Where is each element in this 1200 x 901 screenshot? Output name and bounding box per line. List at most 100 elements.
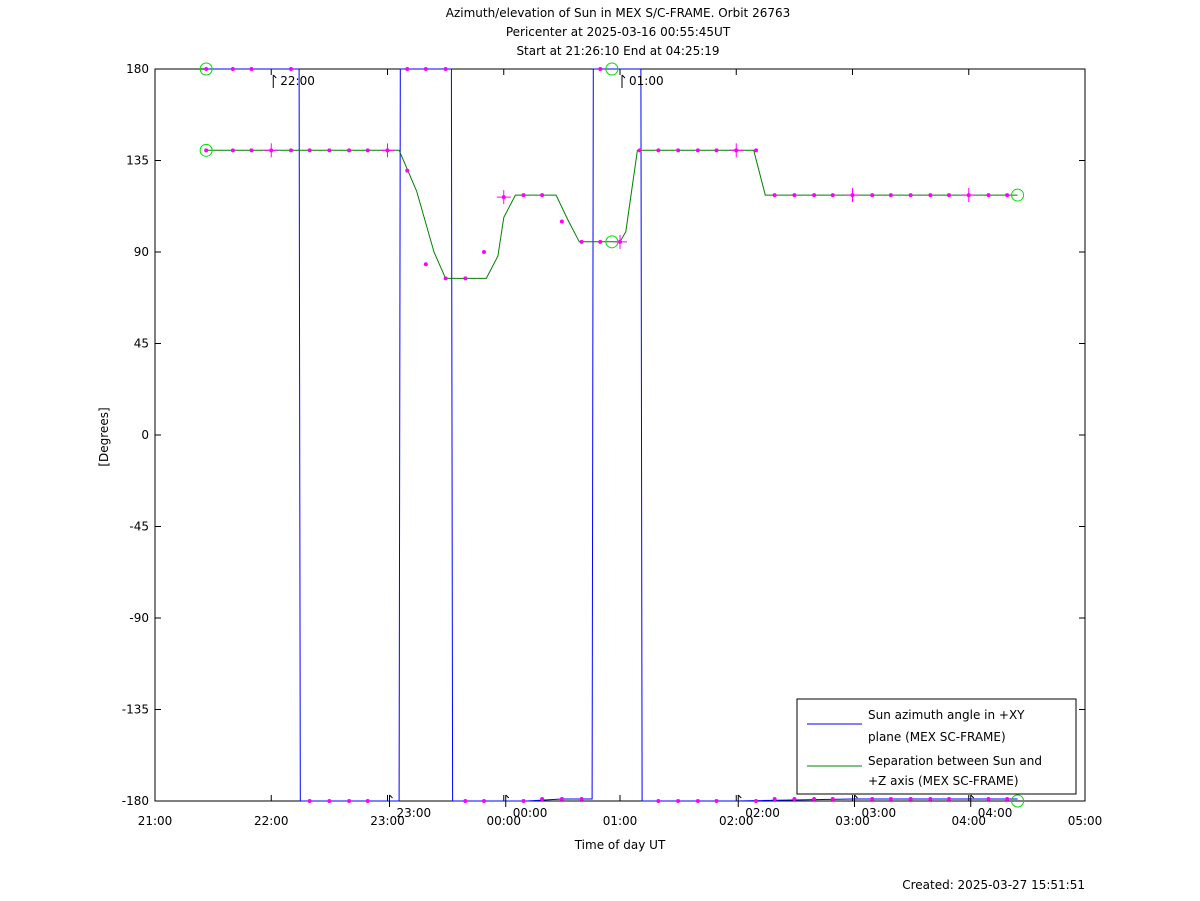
azimuth-point bbox=[230, 67, 235, 71]
y-tick-label: -180 bbox=[122, 794, 149, 808]
azimuth-point bbox=[812, 796, 817, 801]
separation-point bbox=[540, 193, 545, 198]
y-tick-label: -135 bbox=[122, 703, 149, 717]
y-axis-ticks: 180 135 90 45 0 -45 -90 -135 -180 bbox=[122, 62, 1085, 808]
separation-point bbox=[637, 148, 642, 153]
hour-marker-arrowhead bbox=[970, 794, 975, 799]
x-tick-label: 21:00 bbox=[138, 814, 173, 828]
separation-point bbox=[812, 193, 817, 198]
series-line-separation bbox=[206, 149, 1018, 279]
y-tick-label: 135 bbox=[126, 154, 149, 168]
hour-marker-label: 23:00 bbox=[397, 806, 432, 820]
separation-point bbox=[365, 148, 370, 153]
azimuth-point bbox=[695, 799, 700, 803]
azimuth-point bbox=[204, 67, 209, 71]
azimuth-point bbox=[656, 799, 661, 803]
separation-point bbox=[289, 148, 294, 153]
hour-marker-arrowhead bbox=[505, 794, 510, 799]
series-line-azimuth bbox=[206, 68, 1018, 802]
y-tick-label: 0 bbox=[141, 428, 149, 442]
separation-point bbox=[269, 148, 274, 153]
azimuth-point bbox=[598, 67, 603, 71]
azimuth-point bbox=[463, 799, 468, 803]
x-tick-label: 03:00 bbox=[835, 814, 870, 828]
x-tick-label: 05:00 bbox=[1068, 814, 1103, 828]
separation-point bbox=[443, 276, 448, 281]
start-end-marker bbox=[199, 143, 213, 157]
start-end-marker bbox=[605, 62, 619, 76]
separation-point bbox=[230, 148, 235, 153]
x-tick-label: 23:00 bbox=[370, 814, 405, 828]
azimuth-point bbox=[579, 796, 584, 801]
hour-marker-arrowhead bbox=[621, 74, 626, 79]
legend-label-azimuth-2: plane (MEX SC-FRAME) bbox=[868, 730, 1006, 744]
azimuth-point bbox=[307, 799, 312, 803]
hour-marker-label: 04:00 bbox=[978, 806, 1013, 820]
separation-point bbox=[695, 148, 700, 153]
azimuth-point bbox=[986, 796, 991, 801]
separation-point bbox=[423, 262, 428, 267]
x-tick-label: 22:00 bbox=[254, 814, 289, 828]
plot-frame bbox=[154, 68, 1086, 802]
chart-title-line-2: Pericenter at 2025-03-16 00:55:45UT bbox=[506, 25, 731, 39]
azimuth-point bbox=[481, 799, 486, 803]
separation-point bbox=[204, 148, 209, 153]
x-tick-label: 04:00 bbox=[951, 814, 986, 828]
y-tick-label: 45 bbox=[134, 337, 149, 351]
created-timestamp: Created: 2025-03-27 15:51:51 bbox=[902, 878, 1085, 892]
separation-point bbox=[676, 148, 681, 153]
y-tick-label: 180 bbox=[126, 62, 149, 76]
azimuth-point bbox=[908, 796, 913, 801]
legend: Sun azimuth angle in +XY plane (MEX SC-F… bbox=[796, 698, 1077, 795]
azimuth-point bbox=[347, 799, 352, 803]
hour-marker-label: 02:00 bbox=[745, 806, 780, 820]
separation-point bbox=[966, 193, 971, 198]
azimuth-point bbox=[714, 799, 719, 803]
separation-point bbox=[986, 193, 991, 198]
separation-point bbox=[501, 195, 506, 200]
y-axis-label: [Degrees] bbox=[97, 407, 111, 466]
separation-point bbox=[870, 193, 875, 198]
plot-area: 22:00 23:00 00:00 01:00 02:00 03:00 04:00 bbox=[199, 62, 1025, 820]
azimuth-point bbox=[792, 796, 797, 801]
azimuth-point bbox=[289, 67, 294, 71]
hour-marker-arrowhead bbox=[272, 74, 277, 79]
legend-label-azimuth-1: Sun azimuth angle in +XY bbox=[868, 708, 1025, 722]
separation-point bbox=[463, 276, 468, 281]
separation-point bbox=[734, 148, 739, 153]
separation-point bbox=[405, 168, 410, 173]
separation-point bbox=[579, 239, 584, 244]
separation-point bbox=[888, 193, 893, 198]
separation-point bbox=[618, 239, 622, 244]
separation-point bbox=[908, 193, 913, 198]
azimuth-point bbox=[559, 796, 564, 801]
chart-title-line-1: Azimuth/elevation of Sun in MEX S/C-FRAM… bbox=[446, 6, 791, 20]
hour-marker-arrowhead bbox=[389, 794, 393, 799]
azimuth-point bbox=[249, 67, 254, 71]
azimuth-point bbox=[772, 796, 777, 801]
separation-point bbox=[792, 193, 797, 198]
azimuth-point bbox=[540, 796, 545, 801]
azimuth-point bbox=[423, 67, 428, 71]
hour-marker-label: 03:00 bbox=[862, 806, 897, 820]
x-axis-ticks: 21:00 22:00 23:00 00:00 01:00 02:00 03:00 04:00… bbox=[138, 69, 1103, 828]
legend-label-separation-1: Separation between Sun and bbox=[868, 754, 1042, 768]
separation-point bbox=[559, 219, 564, 224]
azimuth-point bbox=[676, 799, 681, 803]
separation-point bbox=[928, 193, 933, 198]
azimuth-point bbox=[928, 796, 933, 801]
hour-marker-arrowhead bbox=[737, 794, 742, 799]
separation-point bbox=[521, 193, 526, 198]
separation-point bbox=[249, 148, 254, 153]
y-tick-label: -90 bbox=[129, 611, 149, 625]
azimuth-point bbox=[365, 799, 370, 803]
azimuth-point bbox=[754, 799, 759, 803]
x-tick-label: 02:00 bbox=[719, 814, 754, 828]
x-axis-label: Time of day UT bbox=[574, 838, 666, 852]
separation-point bbox=[772, 193, 777, 198]
azimuth-point bbox=[1005, 796, 1010, 801]
hour-marker-label: 00:00 bbox=[513, 806, 548, 820]
separation-point bbox=[598, 239, 603, 244]
start-end-marker bbox=[199, 62, 213, 76]
